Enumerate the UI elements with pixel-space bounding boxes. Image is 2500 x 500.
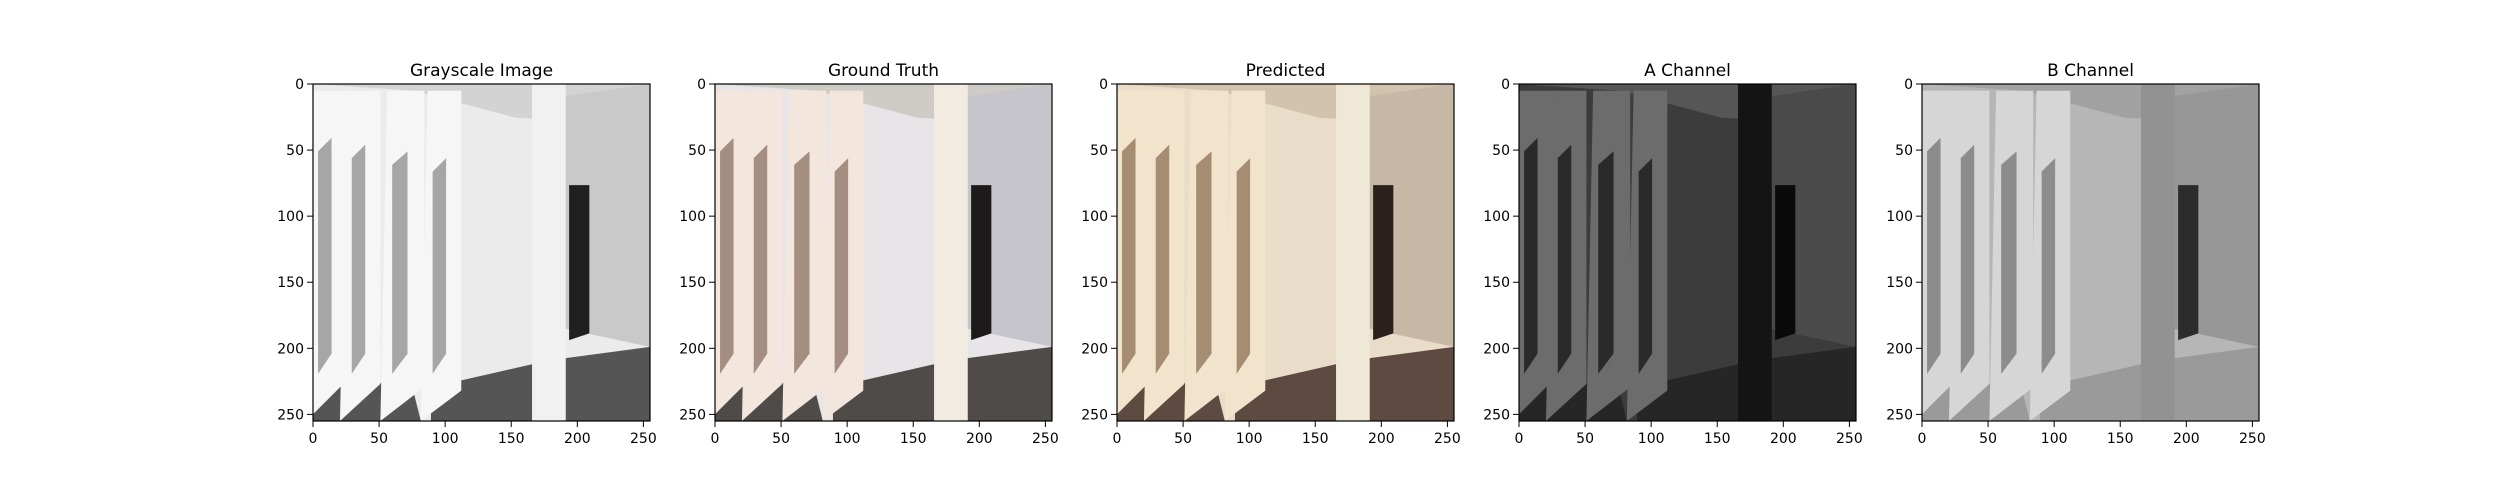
panel-image (1117, 84, 1454, 421)
x-tick-label: 100 (2041, 431, 2068, 447)
x-tick-label: 100 (432, 431, 459, 447)
panel-title: A Channel (1644, 61, 1731, 81)
y-tick-label: 100 (1081, 209, 1108, 225)
x-tick-label: 0 (1113, 431, 1122, 447)
y-tick-label: 50 (286, 143, 304, 159)
x-tick-label: 200 (966, 431, 993, 447)
panel-title: Grayscale Image (410, 61, 553, 81)
x-tick-label: 250 (1836, 431, 1863, 447)
y-tick-label: 150 (277, 275, 304, 291)
x-tick-label: 250 (1032, 431, 1059, 447)
x-tick-label: 150 (2107, 431, 2134, 447)
x-tick-label: 150 (900, 431, 927, 447)
y-tick-label: 50 (1492, 143, 1510, 159)
x-tick-label: 50 (1979, 431, 1997, 447)
y-tick-label: 150 (1081, 275, 1108, 291)
y-tick-label: 150 (1483, 275, 1510, 291)
x-tick-label: 50 (1174, 431, 1192, 447)
x-tick-label: 0 (1515, 431, 1524, 447)
x-tick-label: 0 (711, 431, 720, 447)
panel-5: B Channel 0 50 100 150 200 250 0 50 100 150 200 250 (1886, 61, 2265, 447)
x-tick-label: 200 (1368, 431, 1395, 447)
y-tick-label: 0 (697, 77, 706, 93)
y-tick-label: 0 (295, 77, 304, 93)
x-tick-label: 150 (1302, 431, 1329, 447)
y-tick-label: 0 (1501, 77, 1510, 93)
x-tick-label: 200 (2173, 431, 2200, 447)
panel-1: Grayscale Image 0 50 100 150 200 250 0 50 100 150 2… (277, 61, 656, 447)
x-tick-label: 150 (498, 431, 525, 447)
panel-image (715, 84, 1052, 421)
panel-title: Ground Truth (828, 61, 939, 81)
panel-image (1922, 84, 2259, 421)
x-tick-label: 50 (1576, 431, 1594, 447)
y-tick-label: 200 (1081, 341, 1108, 357)
y-tick-label: 0 (1904, 77, 1913, 93)
y-tick-label: 50 (688, 143, 706, 159)
panel-4: A Channel 0 50 100 150 200 250 0 50 100 150 200 250 (1483, 61, 1862, 447)
x-tick-label: 100 (1638, 431, 1665, 447)
y-tick-label: 250 (1483, 407, 1510, 423)
x-tick-label: 250 (1434, 431, 1461, 447)
panel-image (1519, 84, 1856, 421)
y-tick-label: 200 (1886, 341, 1913, 357)
y-tick-label: 0 (1099, 77, 1108, 93)
y-tick-label: 100 (1483, 209, 1510, 225)
y-tick-label: 250 (679, 407, 706, 423)
y-tick-label: 200 (679, 341, 706, 357)
y-tick-label: 250 (1081, 407, 1108, 423)
y-tick-label: 100 (1886, 209, 1913, 225)
panel-title: B Channel (2047, 61, 2134, 81)
x-tick-label: 100 (1236, 431, 1263, 447)
panel-3: Predicted 0 50 100 150 200 250 0 50 100 150 200 250 (1081, 61, 1460, 447)
y-tick-label: 200 (277, 341, 304, 357)
y-tick-label: 100 (277, 209, 304, 225)
y-tick-label: 200 (1483, 341, 1510, 357)
y-tick-label: 150 (679, 275, 706, 291)
x-tick-label: 50 (370, 431, 388, 447)
panel-image (313, 84, 650, 421)
y-tick-label: 50 (1090, 143, 1108, 159)
panel-2: Ground Truth 0 50 100 150 200 250 0 50 100 150 200 2… (679, 61, 1058, 447)
x-tick-label: 250 (630, 431, 657, 447)
x-tick-label: 150 (1704, 431, 1731, 447)
x-tick-label: 0 (309, 431, 318, 447)
x-tick-label: 200 (1770, 431, 1797, 447)
y-tick-label: 250 (277, 407, 304, 423)
panel-title: Predicted (1246, 61, 1326, 81)
x-tick-label: 100 (834, 431, 861, 447)
x-tick-label: 200 (564, 431, 591, 447)
x-tick-label: 50 (772, 431, 790, 447)
y-tick-label: 100 (679, 209, 706, 225)
y-tick-label: 150 (1886, 275, 1913, 291)
x-tick-label: 250 (2239, 431, 2266, 447)
y-tick-label: 50 (1895, 143, 1913, 159)
y-tick-label: 250 (1886, 407, 1913, 423)
x-tick-label: 0 (1918, 431, 1927, 447)
